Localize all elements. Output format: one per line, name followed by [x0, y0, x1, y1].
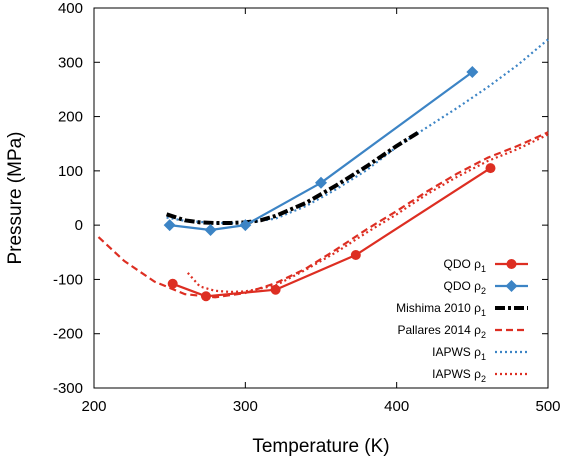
legend-label: Mishima 2010 ρ1	[396, 301, 486, 318]
series-markers	[163, 66, 496, 302]
data-point	[167, 278, 178, 289]
data-point	[315, 176, 327, 189]
legend: QDO ρ1 QDO ρ2 Mishima 2010 ρ1 Pallares 2014…	[396, 257, 528, 384]
data-point	[466, 66, 479, 79]
x-axis-title: Temperature (K)	[252, 436, 389, 457]
data-point	[204, 224, 217, 237]
legend-label: IAPWS ρ1	[432, 345, 486, 362]
y-tick-label: -100	[53, 271, 83, 288]
legend-label: QDO ρ2	[443, 279, 486, 296]
data-point	[270, 284, 281, 295]
plot-frame	[93, 7, 549, 389]
y-tick-label: -300	[53, 380, 83, 397]
series-line	[186, 133, 549, 293]
legend-marker	[505, 280, 518, 292]
y-tick-label: -200	[53, 326, 83, 343]
data-point	[200, 291, 211, 302]
legend-marker	[506, 259, 517, 269]
y-tick-label: 300	[58, 54, 83, 71]
data-point	[163, 219, 176, 232]
ticks	[93, 7, 549, 389]
legend-label: QDO ρ1	[443, 257, 486, 274]
series-line	[169, 71, 473, 232]
x-tick-label: 400	[384, 398, 409, 415]
series-line	[166, 38, 549, 225]
y-tick-label: 400	[58, 0, 83, 17]
data-point	[350, 250, 361, 260]
y-tick-label: 100	[58, 163, 83, 180]
data-point	[485, 163, 496, 174]
series-line	[97, 131, 549, 299]
y-tick-label: 0	[75, 217, 83, 234]
legend-label: IAPWS ρ2	[432, 367, 486, 384]
series-line	[165, 130, 421, 225]
legend-label: Pallares 2014 ρ2	[397, 323, 486, 340]
data-point	[239, 219, 252, 232]
x-tick-label: 300	[233, 398, 258, 415]
y-axis-title: Pressure (MPa)	[5, 131, 26, 264]
tick-labels: 200 300 400 500 -300 -200 -100 0 100 200 300 400	[53, 0, 561, 415]
y-tick-label: 200	[58, 109, 83, 126]
x-tick-label: 500	[535, 398, 560, 415]
x-tick-label: 200	[81, 398, 106, 415]
